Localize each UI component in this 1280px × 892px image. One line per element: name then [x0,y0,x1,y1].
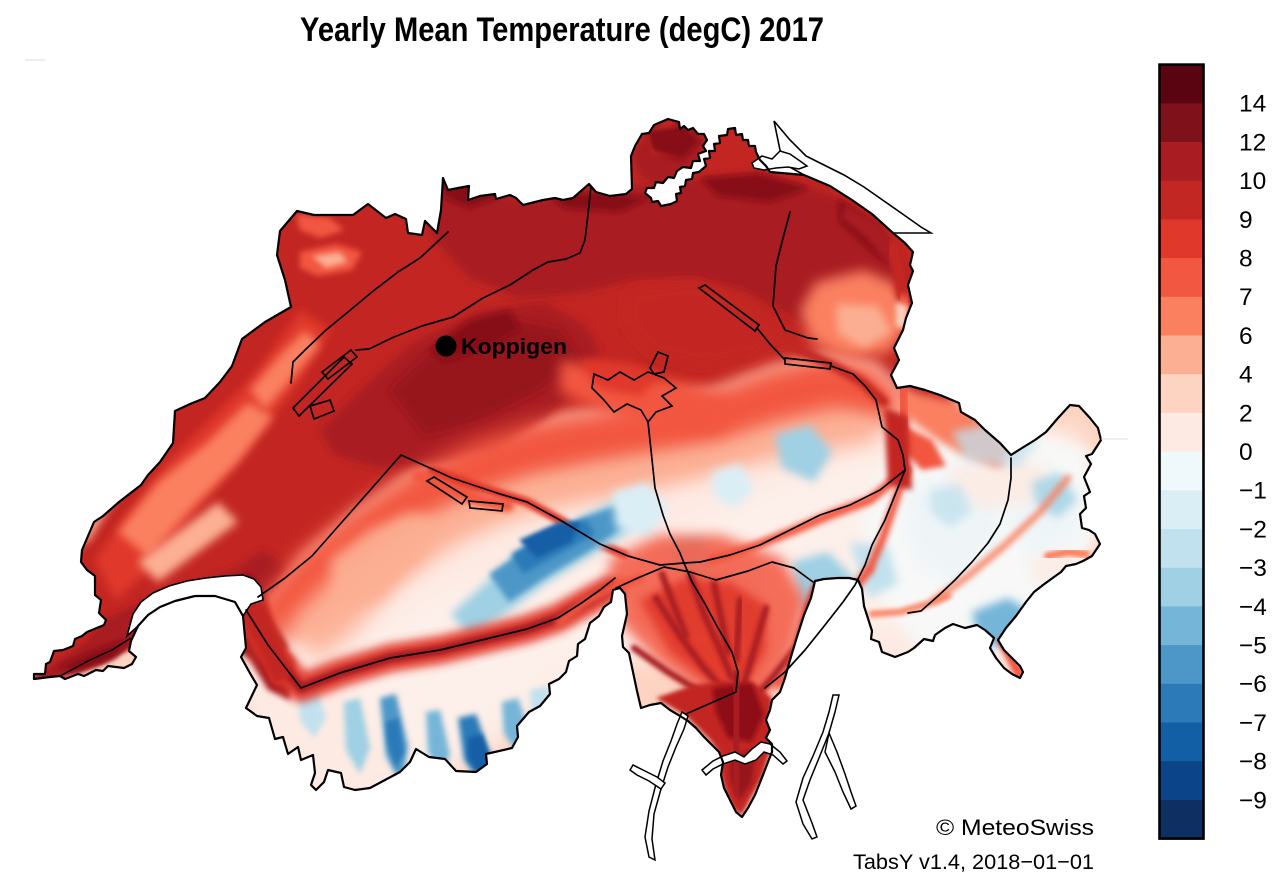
svg-text:Yearly Mean Temperature (degC): Yearly Mean Temperature (degC) 2017 [300,11,824,49]
svg-text:Koppigen: Koppigen [461,334,567,359]
svg-text:−1: −1 [1239,478,1267,505]
svg-text:−2: −2 [1239,516,1267,543]
svg-text:−3: −3 [1239,555,1267,582]
svg-text:6: 6 [1239,323,1253,350]
svg-text:2: 2 [1239,400,1253,427]
svg-text:8: 8 [1239,246,1253,273]
svg-text:−7: −7 [1239,710,1267,737]
svg-text:9: 9 [1239,207,1253,234]
svg-text:−9: −9 [1239,787,1267,814]
svg-text:−6: −6 [1239,671,1267,698]
svg-text:7: 7 [1239,284,1253,311]
svg-text:© MeteoSwiss: © MeteoSwiss [936,815,1094,840]
svg-text:14: 14 [1239,91,1266,118]
svg-text:12: 12 [1239,129,1266,156]
svg-text:TabsY v1.4, 2018−01−01: TabsY v1.4, 2018−01−01 [853,850,1094,874]
svg-text:−5: −5 [1239,633,1267,660]
svg-text:−8: −8 [1239,749,1267,776]
svg-text:10: 10 [1239,168,1266,195]
svg-text:4: 4 [1239,362,1253,389]
svg-text:0: 0 [1239,439,1253,466]
svg-text:−4: −4 [1239,594,1267,621]
